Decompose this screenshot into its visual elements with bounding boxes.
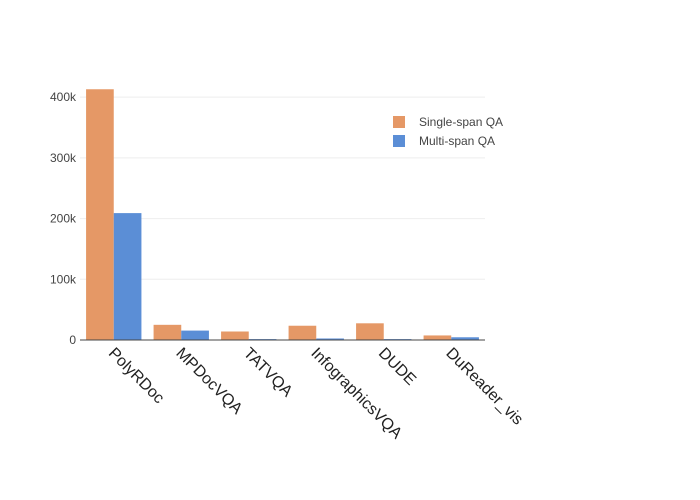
bars bbox=[86, 89, 479, 340]
y-tick-label-1: 100k bbox=[50, 272, 77, 286]
y-tick-label-0: 0 bbox=[69, 333, 76, 347]
bar-multi-span-qa-dureader-vis bbox=[451, 337, 479, 340]
legend: Single-span QA Multi-span QA bbox=[393, 115, 503, 148]
bar-multi-span-qa-mpdocvqa bbox=[181, 330, 209, 340]
bar-single-span-qa-mpdocvqa bbox=[153, 324, 182, 340]
bar-single-span-qa-dude bbox=[356, 323, 384, 340]
bar-single-span-qa-dureader-vis bbox=[423, 335, 452, 340]
y-tick-label-3: 300k bbox=[50, 151, 77, 165]
x-tick-label-5: DuReader_vis bbox=[442, 345, 526, 429]
legend-swatch-0 bbox=[393, 116, 405, 128]
bar-multi-span-qa-polyrdoc bbox=[113, 213, 142, 340]
bar-single-span-qa-tatvqa bbox=[221, 331, 249, 340]
y-tick-label-2: 200k bbox=[50, 212, 77, 226]
legend-label-1: Multi-span QA bbox=[419, 134, 495, 148]
bar-multi-span-qa-infographicsvqa bbox=[316, 338, 344, 340]
legend-label-0: Single-span QA bbox=[419, 115, 503, 129]
bar-single-span-qa-polyrdoc bbox=[86, 89, 114, 340]
y-tick-label-4: 400k bbox=[50, 90, 77, 104]
x-tick-label-2: TATVQA bbox=[240, 345, 296, 401]
x-tick-label-0: PolyRDoc bbox=[105, 345, 167, 407]
gridlines bbox=[80, 96, 485, 280]
x-tick-label-1: MPDocVQA bbox=[172, 345, 245, 418]
legend-swatch-1 bbox=[393, 135, 405, 147]
bar-single-span-qa-infographicsvqa bbox=[288, 325, 317, 340]
x-tick-label-4: DUDE bbox=[375, 345, 419, 389]
